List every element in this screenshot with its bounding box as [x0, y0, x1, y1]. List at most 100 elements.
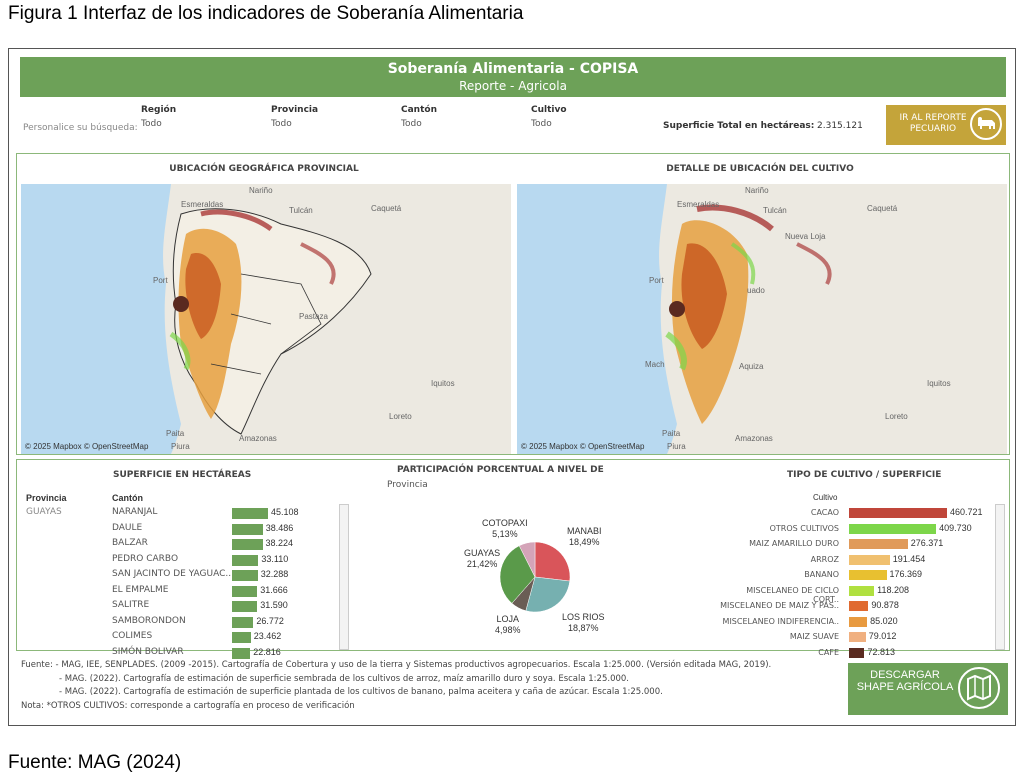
map2-place-machala: Mach — [645, 360, 665, 369]
descargar-shape-button[interactable]: DESCARGAR SHAPE AGRÍCOLA — [848, 663, 1008, 715]
map-place-amazonas: Amazonas — [239, 434, 277, 443]
map2-place-port: Port — [649, 276, 664, 285]
pie-label-name: COTOPAXI — [482, 518, 528, 528]
cultivo-label: MAIZ SUAVE — [789, 632, 839, 641]
map2-place-quito: uado — [747, 286, 765, 295]
canton-value: 32.288 — [260, 569, 289, 579]
cultivo-bar[interactable] — [849, 539, 908, 549]
cultivo-bar[interactable] — [849, 570, 887, 580]
filter-provincia-value[interactable]: Todo — [271, 119, 292, 129]
filter-provincia[interactable]: Provincia Todo — [271, 105, 318, 129]
canton-bar[interactable] — [232, 647, 251, 659]
cultivo-bar[interactable] — [849, 523, 937, 534]
canton-bar[interactable] — [232, 632, 251, 643]
pie-label-name: MANABI — [567, 526, 602, 536]
cultivo-value: 79.012 — [868, 631, 897, 641]
descargar-shape-label: DESCARGAR SHAPE AGRÍCOLA — [856, 669, 954, 693]
cultivo-label: ARROZ — [810, 554, 839, 564]
map2-place-tulcan: Tulcán — [763, 206, 787, 215]
canton-value: 31.666 — [260, 584, 288, 595]
map2-place-loreto: Loreto — [885, 412, 908, 421]
canton-value: 23.462 — [253, 631, 282, 641]
cultivo-bar[interactable] — [849, 585, 875, 596]
canton-bar[interactable] — [232, 585, 258, 597]
pie-chart[interactable] — [500, 540, 572, 616]
cultivo-bar[interactable] — [849, 554, 890, 565]
map-place-port: Port — [153, 276, 168, 285]
filter-canton[interactable]: Cantón Todo — [401, 105, 437, 129]
canton-label: NARANJAL — [112, 507, 158, 517]
canton-bar[interactable] — [232, 554, 259, 566]
map-provincial[interactable]: Nariño Esmeraldas Tulcán Caquetá Port Pa… — [21, 184, 511, 454]
filter-cultivo-value[interactable]: Todo — [531, 119, 552, 129]
canton-bar[interactable] — [232, 616, 254, 628]
canton-label: SIMÓN BOLIVAR — [112, 646, 184, 657]
pie-label-name: LOS RIOS — [562, 612, 605, 622]
map-right-title: DETALLE DE UBICACIÓN DEL CULTIVO — [666, 164, 854, 174]
cultivo-value: 118.208 — [877, 584, 910, 595]
cultivo-scrollbar[interactable] — [995, 504, 1005, 650]
map-cultivo-canvas — [517, 184, 832, 454]
pie-label-name: GUAYAS — [464, 548, 501, 558]
participacion-title: PARTICIPACIÓN PORCENTUAL A NIVEL DE — [397, 465, 604, 475]
map-place-loreto: Loreto — [389, 412, 412, 421]
canton-bar[interactable] — [232, 601, 258, 612]
pie-slice-cotopaxi[interactable] — [518, 541, 536, 578]
canton-value: 26.772 — [256, 615, 284, 626]
map-cultivo[interactable]: Nariño Esmeraldas Tulcán Caquetá Nueva L… — [517, 184, 1007, 454]
canton-bar[interactable] — [232, 539, 263, 550]
canton-value: 38.486 — [265, 522, 294, 533]
map2-place-piura: Piura — [667, 442, 686, 451]
footer-line-2: - MAG. (2022). Cartografía de estimación… — [59, 673, 629, 684]
map-download-icon — [958, 667, 1000, 709]
cultivo-bar[interactable] — [849, 647, 865, 658]
cultivo-label: CAFE — [818, 647, 839, 657]
filter-canton-value[interactable]: Todo — [401, 119, 422, 129]
canton-bar[interactable] — [232, 570, 258, 581]
canton-value: 45.108 — [271, 507, 299, 517]
cultivo-col-header: Cultivo — [813, 493, 838, 502]
filter-cultivo[interactable]: Cultivo Todo — [531, 105, 567, 129]
pie-label-manabi: MANABI 18,49% — [567, 526, 602, 548]
map-place-narino: Nariño — [249, 186, 273, 195]
canton-value: 38.224 — [265, 538, 294, 548]
col-canton-header: Cantón — [112, 493, 143, 503]
cultivo-title: TIPO DE CULTIVO / SUPERFICIE — [787, 470, 942, 480]
footer-line-3: - MAG. (2022). Cartografía de estimación… — [59, 687, 663, 697]
ir-reporte-pecuario-button[interactable]: IR AL REPORTE PECUARIO — [886, 105, 1006, 145]
cultivo-bar[interactable] — [849, 508, 947, 518]
map-place-caqueta: Caquetá — [371, 204, 402, 213]
map2-place-paita: Paita — [662, 429, 681, 438]
map-right-credit: © 2025 Mapbox © OpenStreetMap — [521, 442, 645, 451]
ir-reporte-pecuario-label: IR AL REPORTE PECUARIO — [899, 113, 967, 134]
cultivo-label: OTROS CULTIVOS — [769, 523, 839, 533]
maps-panel: UBICACIÓN GEOGRÁFICA PROVINCIAL DETALLE … — [16, 153, 1010, 455]
pie-slice-manabi[interactable] — [534, 541, 571, 582]
cultivo-label: CACAO — [810, 508, 839, 517]
cultivo-label: MISCELANEO DE MAIZ Y PAS.. — [720, 601, 839, 610]
map2-place-narino: Nariño — [745, 186, 769, 195]
cultivo-bar[interactable] — [849, 632, 866, 642]
filter-region-value[interactable]: Todo — [141, 119, 162, 129]
figure-source: Fuente: MAG (2024) — [8, 752, 182, 773]
map-place-paita: Paita — [166, 429, 185, 438]
filter-canton-label: Cantón — [401, 105, 437, 115]
pie-label-value: 18,87% — [567, 623, 599, 633]
filter-region-label: Región — [141, 105, 177, 115]
pie-label-value: 4,98% — [495, 625, 521, 635]
canton-bar[interactable] — [232, 523, 263, 535]
filter-cultivo-label: Cultivo — [531, 105, 567, 115]
cultivo-bar[interactable] — [849, 616, 868, 627]
canton-label: SAN JACINTO DE YAGUAC.. — [112, 569, 232, 579]
map-left-title: UBICACIÓN GEOGRÁFICA PROVINCIAL — [169, 164, 359, 174]
map2-place-esmeraldas: Esmeraldas — [677, 200, 720, 209]
pie-label-value: 18,49% — [568, 537, 600, 547]
pie-slice-los-rios[interactable] — [525, 576, 571, 613]
cultivo-bar[interactable] — [849, 601, 869, 611]
superficie-title: SUPERFICIE EN HECTÁREAS — [113, 470, 252, 480]
filter-region[interactable]: Región Todo — [141, 105, 176, 129]
superficie-scrollbar[interactable] — [339, 504, 349, 650]
map2-place-iquitos: Iquitos — [927, 379, 951, 388]
canton-bar[interactable] — [232, 508, 268, 519]
col-provincia-header: Provincia — [26, 493, 67, 503]
